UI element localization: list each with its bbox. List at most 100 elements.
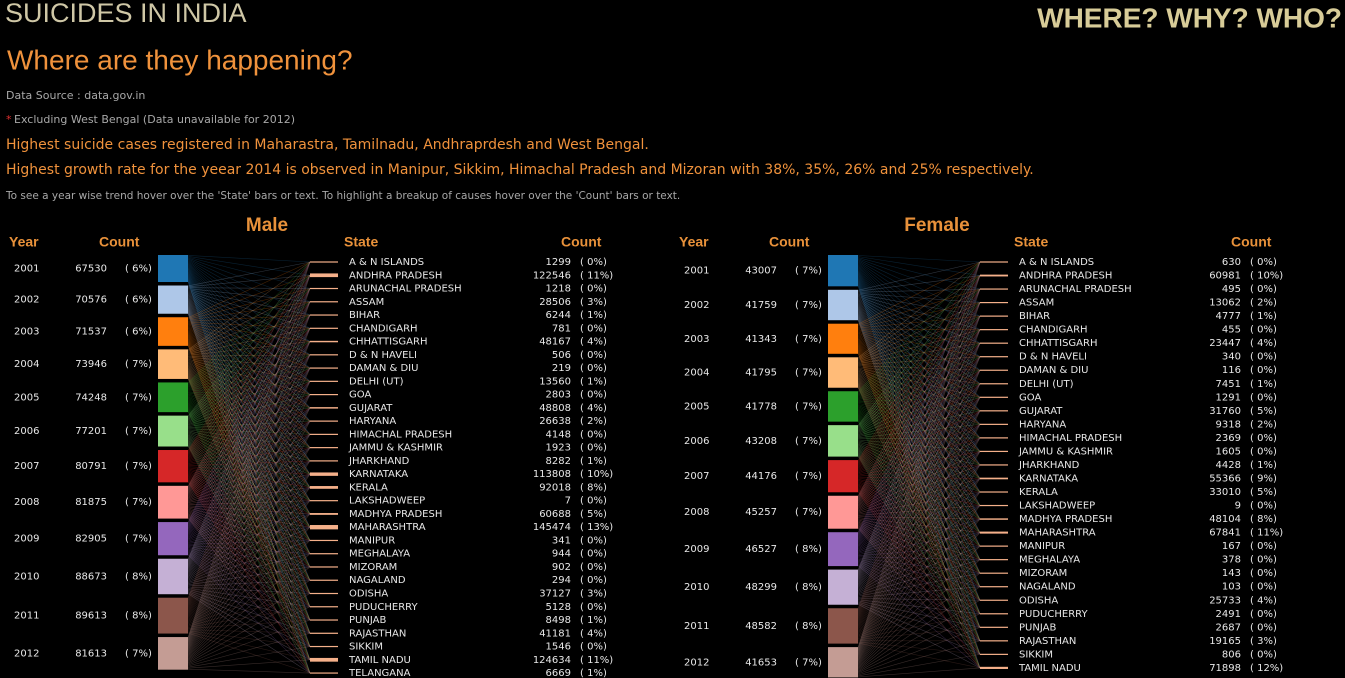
- flow-link: [857, 331, 981, 371]
- flow-link: [857, 437, 981, 661]
- flow-link: [857, 333, 981, 398]
- flow-link: [187, 343, 311, 647]
- flow-link: [187, 586, 311, 594]
- state-count: 630: [1222, 257, 1241, 268]
- flow-link: [857, 348, 981, 601]
- flow-link: [187, 394, 311, 427]
- flow-link: [187, 397, 311, 475]
- flow-link: [187, 433, 311, 501]
- flow-link: [187, 301, 311, 602]
- state-share: ( 4%): [580, 337, 607, 348]
- flow-link: [187, 487, 311, 618]
- flow-link: [187, 505, 311, 515]
- flow-link: [187, 420, 311, 463]
- flow-link: [857, 306, 981, 493]
- flow-link: [187, 546, 311, 568]
- flow-link: [187, 394, 311, 497]
- flow-link: [187, 268, 311, 475]
- state-count: 26638: [539, 416, 571, 427]
- state-share: ( 0%): [580, 284, 607, 295]
- flow-link: [187, 328, 311, 492]
- flow-link: [187, 460, 311, 616]
- year-count: 88673: [75, 571, 107, 582]
- year-label: 2011: [14, 611, 39, 622]
- flow-link: [857, 397, 981, 472]
- flow-link: [187, 593, 311, 674]
- flow-link: [187, 394, 311, 461]
- flow-link: [187, 261, 311, 356]
- flow-link: [857, 383, 981, 436]
- flow-link: [857, 307, 981, 506]
- state-name: ODISHA: [349, 589, 388, 600]
- flow-link: [857, 370, 981, 505]
- flow-link: [187, 275, 311, 351]
- flow-link: [857, 417, 981, 614]
- flow-link: [187, 474, 311, 581]
- state-share: ( 0%): [580, 575, 607, 586]
- flow-link: [187, 439, 311, 581]
- flow-link: [857, 343, 981, 540]
- flow-link: [187, 513, 311, 581]
- flow-link: [857, 356, 981, 617]
- flow-link: [857, 601, 981, 642]
- flow-link: [857, 275, 981, 498]
- flow-link: [857, 274, 981, 520]
- flow-link: [187, 434, 311, 515]
- state-share: ( 0%): [1250, 325, 1277, 336]
- flow-link: [187, 646, 311, 668]
- state-count: 2369: [1216, 433, 1241, 444]
- state-name: PUDUCHERRY: [1019, 609, 1088, 620]
- year-bar: [828, 532, 858, 567]
- state-name: LAKSHADWEEP: [349, 496, 425, 507]
- flow-link: [857, 302, 981, 439]
- flow-link: [187, 300, 311, 488]
- flow-link: [187, 394, 311, 534]
- flow-link: [857, 261, 981, 461]
- flow-link: [857, 455, 981, 669]
- state-share: ( 1%): [580, 310, 607, 321]
- flow-link: [187, 434, 311, 464]
- flow-link: [187, 632, 311, 667]
- flow-link: [187, 288, 311, 352]
- flow-link: [857, 330, 981, 358]
- flow-link: [187, 330, 311, 462]
- state-count: 4148: [546, 429, 571, 440]
- flow-link: [187, 434, 311, 614]
- state-name: HIMACHAL PRADESH: [1019, 433, 1122, 444]
- flow-link: [857, 627, 981, 675]
- state-name: NAGALAND: [349, 575, 406, 586]
- flow-link: [857, 356, 981, 469]
- year-label: 2007: [14, 461, 39, 472]
- state-name: ARUNACHAL PRADESH: [1019, 284, 1132, 295]
- flow-link: [857, 257, 981, 290]
- flow-link: [857, 302, 981, 429]
- state-count: 378: [1222, 555, 1241, 566]
- flow-link: [857, 532, 981, 594]
- year-count: 71537: [75, 327, 107, 338]
- year-bar: [158, 317, 188, 346]
- flow-link: [187, 593, 311, 627]
- flow-link: [187, 335, 311, 528]
- state-bar: [980, 586, 1008, 588]
- year-count: 41795: [745, 368, 777, 379]
- flow-link: [857, 397, 981, 621]
- year-bar: [158, 522, 188, 556]
- state-name: JAMMU & KASHMIR: [1018, 446, 1113, 457]
- flow-link: [187, 407, 311, 428]
- flow-link: [857, 298, 981, 385]
- state-name: CHHATTISGARH: [349, 337, 427, 348]
- flow-link: [187, 301, 311, 420]
- flow-link: [857, 302, 981, 651]
- flow-link: [857, 302, 981, 362]
- year-label: 2011: [684, 621, 709, 632]
- flow-link: [187, 354, 311, 494]
- flow-link: [187, 328, 311, 355]
- flow-link: [187, 291, 311, 356]
- flow-link: [857, 421, 981, 669]
- flow-link: [857, 454, 981, 655]
- flow-link: [187, 371, 311, 581]
- state-bar: [310, 657, 338, 662]
- flow-link: [187, 261, 311, 560]
- state-count: 1218: [546, 284, 571, 295]
